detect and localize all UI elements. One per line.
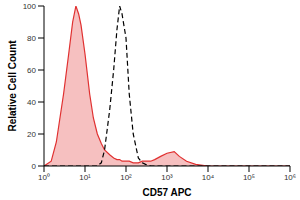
svg-text:10⁴: 10⁴: [202, 173, 215, 182]
svg-text:10²: 10²: [120, 173, 132, 182]
svg-text:20: 20: [27, 130, 36, 139]
svg-text:10³: 10³: [161, 173, 173, 182]
svg-text:10⁰: 10⁰: [38, 173, 50, 182]
svg-text:40: 40: [27, 98, 36, 107]
svg-text:CD57 APC: CD57 APC: [142, 187, 191, 198]
svg-text:100: 100: [23, 2, 37, 11]
svg-text:80: 80: [27, 34, 36, 43]
svg-text:10¹: 10¹: [79, 173, 91, 182]
svg-text:60: 60: [27, 66, 36, 75]
svg-text:Relative Cell Count: Relative Cell Count: [8, 40, 18, 132]
svg-text:10⁵: 10⁵: [243, 173, 255, 182]
svg-text:10⁶: 10⁶: [284, 173, 292, 182]
svg-text:0: 0: [32, 162, 37, 171]
